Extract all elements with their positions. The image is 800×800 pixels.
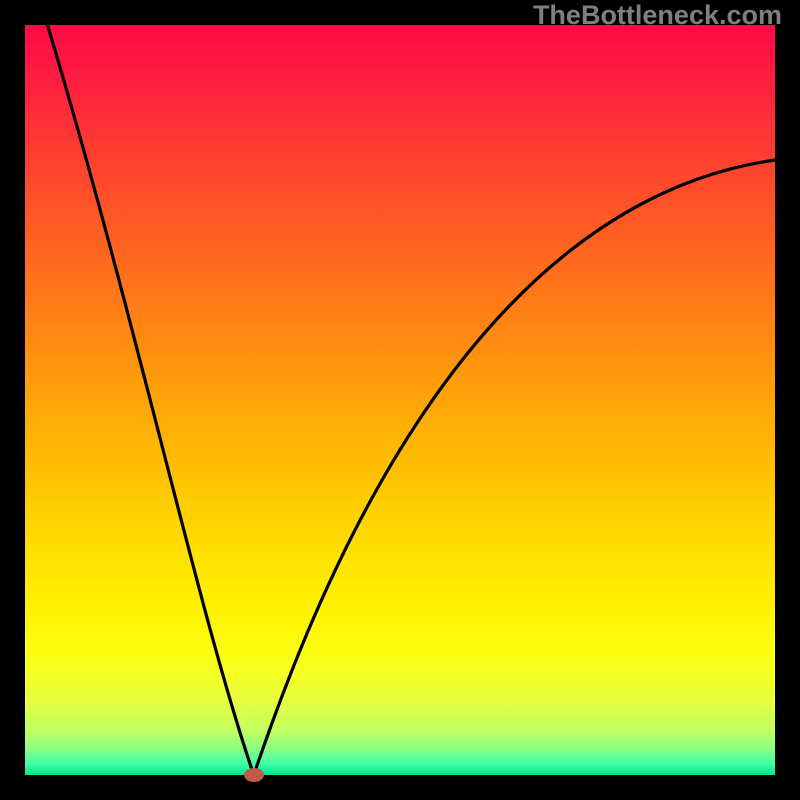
chart-canvas: TheBottleneck.com: [0, 0, 800, 800]
plot-area: [25, 25, 775, 775]
